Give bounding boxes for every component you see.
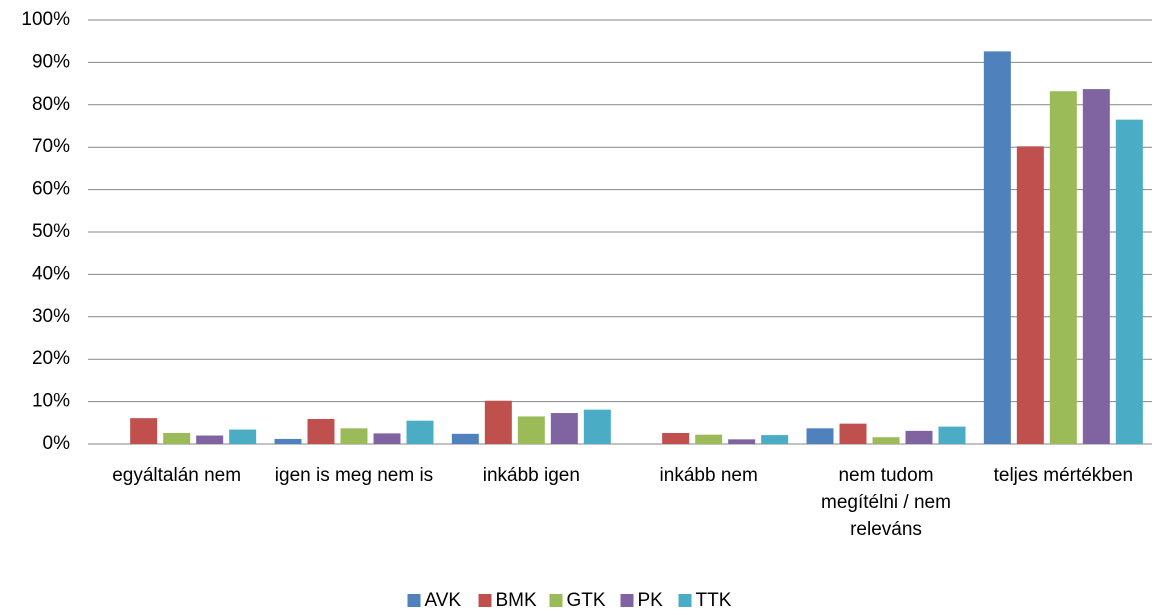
legend-swatch: [549, 594, 563, 607]
bar: [872, 437, 900, 444]
legend-swatch: [478, 594, 492, 607]
bar: [1049, 91, 1077, 445]
bar: [274, 438, 302, 444]
legend-label: AVK: [425, 590, 462, 611]
legend-swatch: [678, 594, 692, 607]
bar: [1016, 146, 1044, 445]
y-tick-label: 70%: [32, 136, 70, 157]
legend-swatch: [620, 594, 634, 607]
bar: [1115, 119, 1143, 444]
bar: [806, 428, 834, 444]
bar: [163, 432, 191, 444]
legend-label: TTK: [696, 590, 732, 611]
y-tick-label: 50%: [32, 221, 70, 242]
y-tick-label: 0%: [43, 433, 71, 454]
bar: [761, 435, 789, 444]
bar: [196, 435, 224, 444]
x-tick-label: inkább igen: [482, 465, 580, 486]
legend-swatch: [407, 594, 421, 607]
bar: [340, 428, 368, 444]
x-tick-label: teljes mértékben: [993, 465, 1134, 486]
bar: [662, 432, 690, 444]
bar: [1082, 89, 1110, 444]
bar: [728, 439, 756, 444]
y-tick-label: 60%: [32, 179, 70, 200]
y-tick-label: 10%: [32, 391, 70, 412]
y-tick-label: 40%: [32, 263, 70, 284]
bar: [983, 51, 1011, 444]
bar: [373, 433, 401, 444]
y-tick-label: 30%: [32, 306, 70, 327]
y-tick-label: 90%: [32, 51, 70, 72]
y-tick-label: 20%: [32, 348, 70, 369]
bar: [938, 426, 966, 444]
legend-label: BMK: [496, 590, 538, 611]
bar: [905, 430, 933, 444]
x-tick-label: igen is meg nem is: [274, 465, 434, 486]
bar: [550, 413, 578, 444]
x-tick-label: inkább nem: [659, 465, 758, 486]
legend-label: PK: [638, 590, 664, 611]
bar: [307, 418, 335, 444]
bar: [583, 409, 611, 444]
x-tick-label: egyáltalán nem: [112, 465, 242, 486]
x-tick-label: nem tudom megítélni / nem releváns: [821, 465, 951, 540]
bar: [695, 434, 723, 444]
bar: [130, 418, 158, 444]
bar: [406, 420, 434, 444]
bar: [484, 400, 512, 444]
bar: [517, 416, 545, 444]
y-tick-label: 100%: [21, 9, 70, 30]
bar: [229, 429, 257, 444]
legend-label: GTK: [567, 590, 606, 611]
y-tick-label: 80%: [32, 94, 70, 115]
bar: [451, 433, 479, 444]
bar: [839, 423, 867, 444]
